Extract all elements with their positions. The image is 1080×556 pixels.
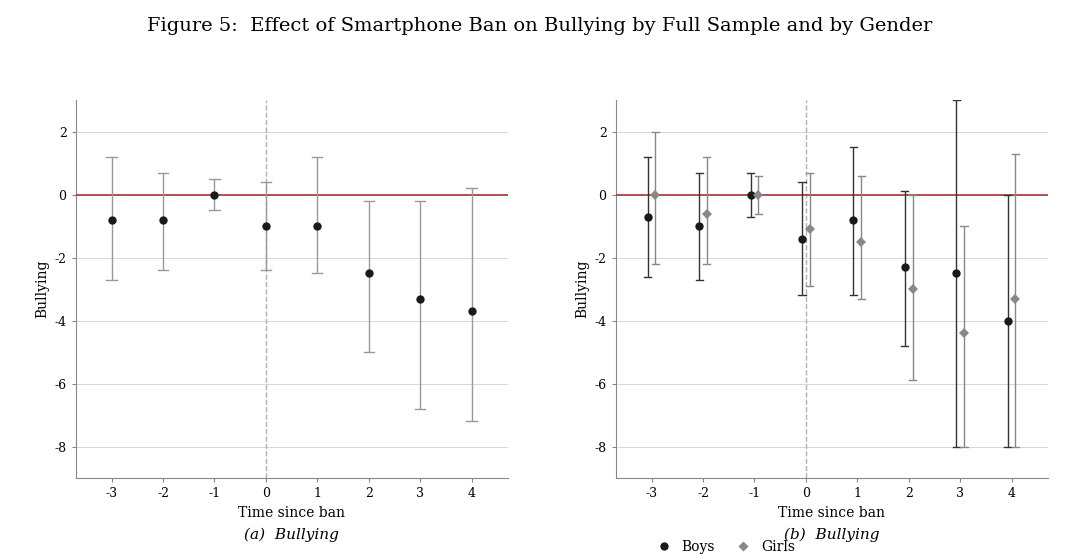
X-axis label: Time since ban: Time since ban [778,506,886,520]
Text: (b)  Bullying: (b) Bullying [784,527,879,542]
Legend: Boys, Girls: Boys, Girls [644,534,800,556]
Text: (a)  Bullying: (a) Bullying [244,527,339,542]
Y-axis label: Bullying: Bullying [35,260,49,319]
Y-axis label: Bullying: Bullying [575,260,589,319]
X-axis label: Time since ban: Time since ban [238,506,346,520]
Text: Figure 5:  Effect of Smartphone Ban on Bullying by Full Sample and by Gender: Figure 5: Effect of Smartphone Ban on Bu… [147,17,933,34]
